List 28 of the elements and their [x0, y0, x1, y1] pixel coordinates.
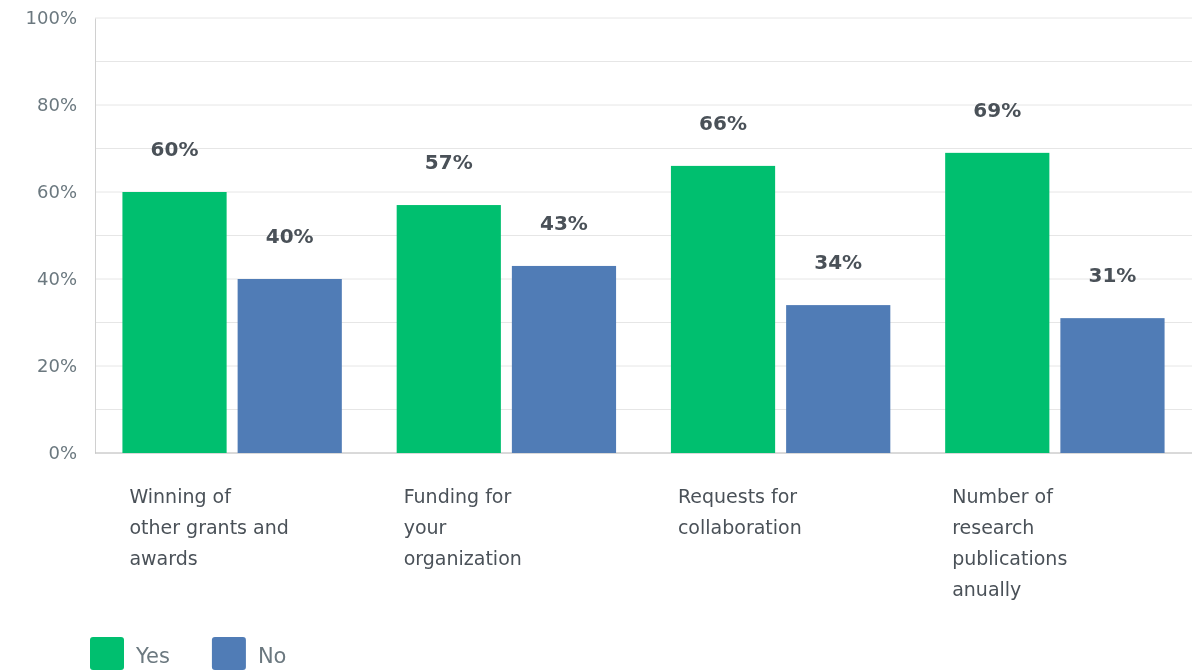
x-tick-label: Number of research publications anually — [952, 485, 1068, 600]
data-label: 40% — [265, 224, 314, 248]
legend-label: No — [257, 644, 287, 668]
data-label: 57% — [424, 150, 473, 175]
bar — [511, 265, 617, 453]
bar — [1060, 318, 1165, 453]
y-tick-label: 20% — [36, 355, 77, 377]
data-label: 69% — [973, 97, 1022, 122]
bar — [122, 192, 227, 453]
bar — [396, 205, 501, 453]
x-tick-label: Funding for your organization — [403, 485, 522, 569]
data-label: 34% — [814, 250, 863, 275]
y-tick-label: 80% — [36, 94, 77, 116]
data-label: 31% — [1088, 263, 1137, 288]
data-label: 66% — [699, 110, 747, 135]
bar — [786, 305, 891, 453]
bar — [945, 152, 1050, 453]
legend-label: Yes — [135, 644, 170, 668]
y-tick-label: 60% — [36, 181, 77, 203]
data-label: 43% — [540, 210, 588, 235]
x-tick-label: Requests for collaboration — [677, 485, 802, 538]
data-label: 60% — [150, 137, 199, 161]
y-tick-label: 40% — [36, 268, 77, 290]
y-tick-label: 0% — [48, 442, 77, 464]
x-tick-label: Winning of other grants and awards — [129, 485, 289, 569]
bar — [670, 165, 776, 453]
bar — [237, 279, 342, 453]
y-tick-label: 100% — [25, 7, 77, 29]
